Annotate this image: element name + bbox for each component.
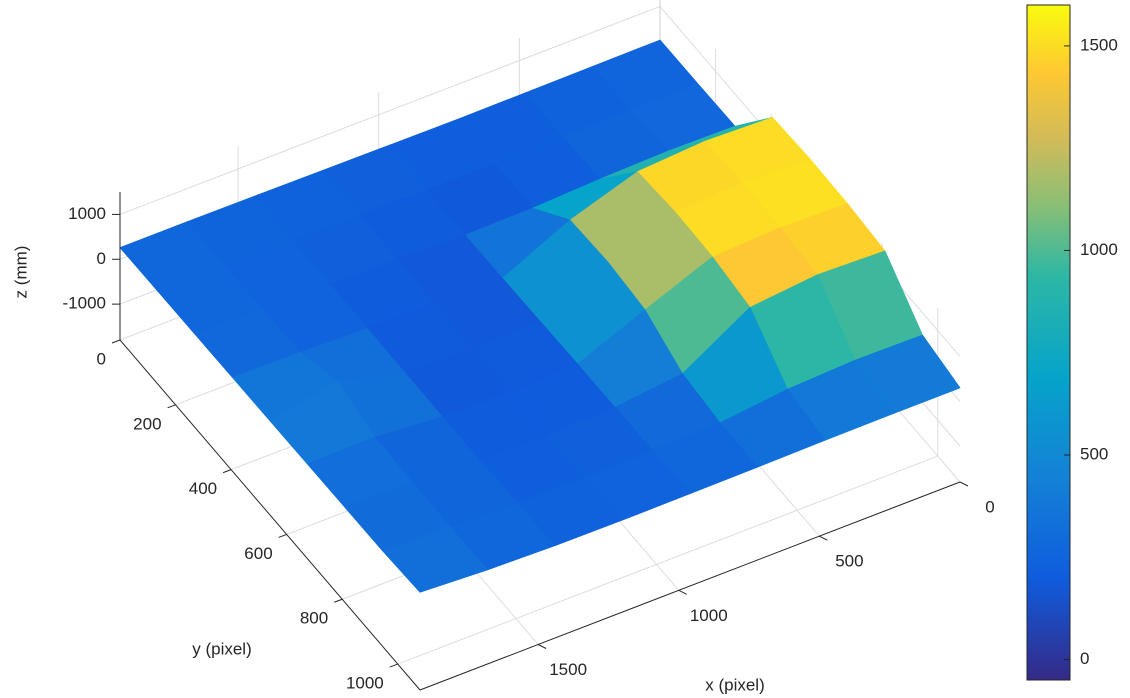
z-tick-label: -1000	[63, 294, 106, 313]
colorbar-tick-label: 0	[1080, 649, 1089, 668]
colorbar-tick-label: 500	[1080, 444, 1108, 463]
y-tick-label: 1000	[346, 674, 384, 693]
surface-patch	[382, 526, 488, 593]
y-tick-label: 800	[300, 609, 328, 628]
y-tick	[167, 404, 176, 409]
y-tick-label: 0	[97, 349, 106, 368]
grid-line	[397, 455, 938, 665]
y-tick-label: 600	[244, 544, 272, 563]
y-tick	[111, 339, 121, 344]
x-tick-label: 0	[985, 497, 994, 516]
x-tick-label: 1000	[690, 606, 728, 625]
y-tick	[278, 533, 287, 538]
x-axis-label: x (pixel)	[705, 675, 765, 694]
y-tick-label: 400	[189, 479, 217, 498]
x-tick-label: 1500	[549, 660, 587, 679]
x-tick	[678, 589, 687, 595]
x-tick	[537, 644, 547, 649]
y-tick	[222, 469, 232, 474]
y-axis-label: y (pixel)	[192, 639, 252, 658]
colorbar	[1026, 4, 1071, 681]
x-axis	[419, 481, 961, 691]
y-tick	[389, 663, 398, 668]
grid-line	[119, 5, 661, 215]
colorbar-tick-label: 1500	[1080, 35, 1118, 54]
z-tick-label: 1000	[68, 204, 106, 223]
x-tick	[959, 481, 969, 487]
y-axis	[119, 339, 421, 691]
z-axis-label: z (mm)	[11, 246, 30, 299]
y-tick-label: 200	[133, 414, 161, 433]
x-tick	[819, 535, 828, 541]
z-tick-label: 0	[97, 249, 106, 268]
y-tick	[334, 598, 343, 603]
x-tick-label: 500	[835, 552, 863, 571]
colorbar-tick-label: 1000	[1080, 240, 1118, 259]
